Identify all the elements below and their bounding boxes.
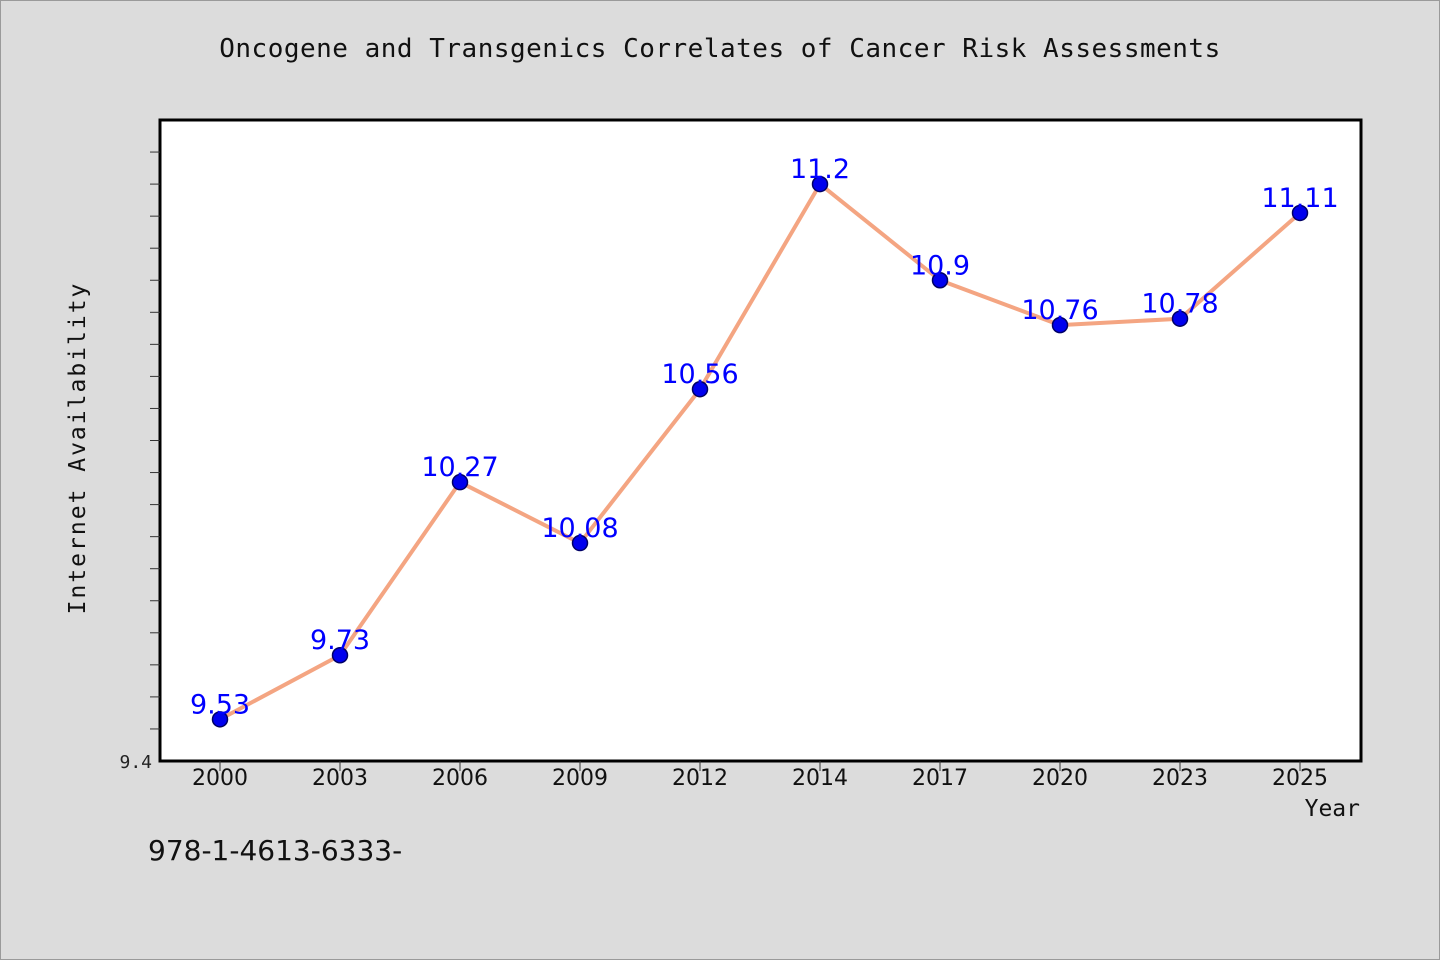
series-group: 9.53 9.73 10.27 10.08 10.56 11.2 10.9 10.76 10.7… [190,154,1339,728]
data-point [1051,316,1069,334]
x-tick-label: 2003 [312,766,368,791]
x-tick-label: 2023 [1152,766,1208,791]
data-label: 10.78 [1141,289,1218,320]
x-tick-label: 2014 [792,766,848,791]
x-tick-label: 2025 [1272,766,1328,791]
y-axis-title: Internet Availability [65,282,91,615]
data-label: 11.2 [790,154,850,185]
isbn-code: 978-1-4613-6333- [148,834,403,867]
x-axis-title: Year [1305,796,1360,822]
chart-title: Oncogene and Transgenics Correlates of C… [219,34,1221,64]
data-label: 10.08 [541,513,618,544]
data-point [451,473,469,491]
data-label: 10.56 [661,359,738,390]
data-point [691,380,709,398]
x-tick-label: 2009 [552,766,608,791]
data-point [331,646,349,664]
series-line [218,182,1302,722]
data-label: 9.53 [190,689,250,720]
x-axis-ticks: 2000 2003 2006 2009 2012 2014 2017 2020 2023 2025 [192,761,1328,791]
data-label: 11.11 [1261,183,1338,214]
x-tick-label: 2000 [192,766,248,791]
data-label: 10.27 [421,452,498,483]
data-label: 9.73 [310,625,370,656]
x-tick-label: 2020 [1032,766,1088,791]
x-tick-label: 2006 [432,766,488,791]
data-label: 10.9 [910,250,970,281]
data-point [571,534,589,552]
x-tick-label: 2012 [672,766,728,791]
data-point [1291,204,1309,222]
x-tick-label: 2017 [912,766,968,791]
data-label: 10.76 [1021,295,1098,326]
y-axis-ticks: 9.4 [119,151,160,773]
y-tick-label: 9.4 [119,752,152,773]
data-point [931,272,949,289]
plot-area [158,118,1363,763]
data-point [1171,310,1189,327]
data-point [811,175,829,193]
data-point [211,711,229,728]
